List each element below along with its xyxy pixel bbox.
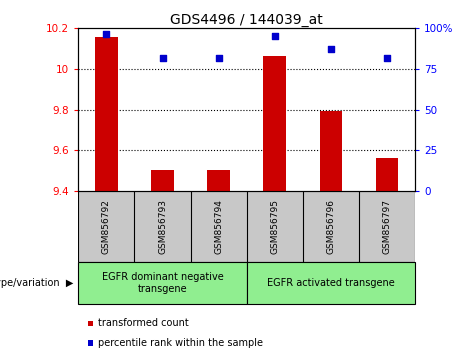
Text: GSM856794: GSM856794: [214, 199, 223, 254]
Point: [327, 46, 334, 52]
Point: [383, 56, 390, 61]
Point: [215, 56, 222, 61]
Bar: [207, 170, 230, 191]
Bar: [78, 262, 247, 304]
Point: [159, 56, 166, 61]
Text: EGFR activated transgene: EGFR activated transgene: [267, 278, 395, 288]
Bar: [88, 320, 93, 326]
Bar: [263, 56, 286, 191]
Point: [271, 33, 278, 39]
Text: GSM856793: GSM856793: [158, 199, 167, 254]
Bar: [247, 262, 415, 304]
Text: percentile rank within the sample: percentile rank within the sample: [98, 338, 263, 348]
Bar: [95, 38, 118, 191]
Bar: [376, 158, 398, 191]
Bar: [319, 111, 342, 191]
Text: GSM856792: GSM856792: [102, 199, 111, 254]
Text: GSM856796: GSM856796: [326, 199, 335, 254]
Text: GSM856795: GSM856795: [270, 199, 279, 254]
Title: GDS4496 / 144039_at: GDS4496 / 144039_at: [170, 13, 323, 27]
Text: genotype/variation  ▶: genotype/variation ▶: [0, 278, 74, 288]
Bar: [88, 340, 93, 346]
Bar: [151, 170, 174, 191]
Text: EGFR dominant negative
transgene: EGFR dominant negative transgene: [101, 272, 224, 294]
Text: transformed count: transformed count: [98, 318, 189, 328]
Text: GSM856797: GSM856797: [382, 199, 391, 254]
Point: [103, 31, 110, 37]
